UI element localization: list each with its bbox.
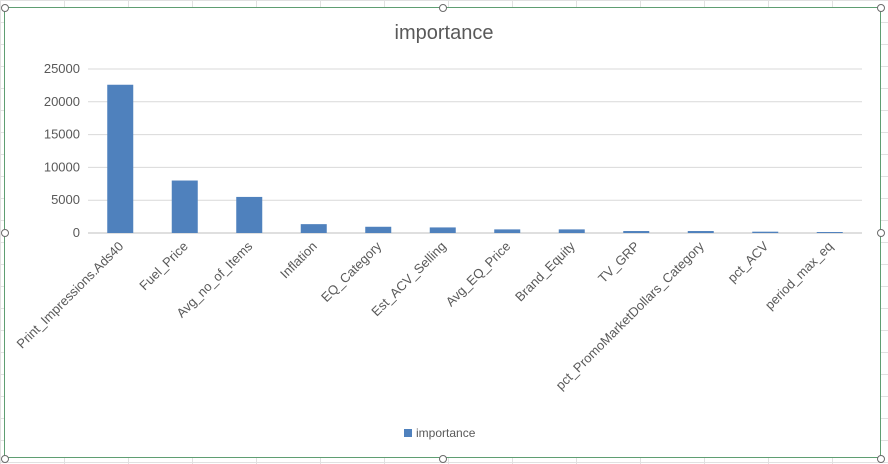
x-tick-label: Avg_EQ_Price — [443, 239, 514, 310]
legend-label: importance — [416, 426, 476, 440]
resize-handle-bottom-left[interactable] — [1, 455, 9, 463]
resize-handle-bottom-middle[interactable] — [439, 455, 447, 463]
bar[interactable] — [107, 84, 134, 233]
bar[interactable] — [558, 229, 585, 233]
x-tick-label: Inflation — [277, 239, 320, 282]
y-tick-label: 0 — [73, 225, 80, 240]
bar[interactable] — [494, 229, 521, 233]
chart-legend[interactable]: importance — [404, 426, 475, 440]
x-tick-label: Brand_Equity — [512, 238, 578, 304]
bar[interactable] — [429, 227, 456, 233]
y-tick-label: 10000 — [44, 159, 80, 174]
bar[interactable] — [171, 180, 198, 233]
x-tick-label: Print_Impressions.Ads40 — [14, 239, 127, 352]
x-tick-label: TV_GRP — [595, 239, 642, 286]
y-tick-label: 15000 — [44, 127, 80, 142]
bar[interactable] — [623, 231, 650, 233]
x-tick-label: period_max_eq — [762, 239, 836, 313]
resize-handle-top-middle[interactable] — [439, 4, 447, 12]
bar[interactable] — [365, 226, 392, 233]
bar[interactable] — [752, 231, 779, 233]
y-tick-label: 5000 — [51, 192, 80, 207]
bar[interactable] — [816, 232, 843, 233]
bar[interactable] — [300, 224, 327, 233]
y-tick-label: 20000 — [44, 94, 80, 109]
y-tick-label: 25000 — [44, 61, 80, 76]
x-tick-label: EQ_Category — [318, 238, 385, 305]
chart-title[interactable]: importance — [394, 22, 494, 44]
x-tick-label: pct_ACV — [724, 238, 771, 285]
resize-handle-middle-left[interactable] — [1, 229, 9, 237]
bar[interactable] — [687, 231, 714, 233]
legend-swatch — [404, 429, 412, 437]
resize-handle-top-right[interactable] — [877, 4, 885, 12]
resize-handle-bottom-right[interactable] — [877, 455, 885, 463]
resize-handle-middle-right[interactable] — [877, 229, 885, 237]
x-tick-label: Fuel_Price — [136, 239, 191, 294]
bar[interactable] — [236, 196, 263, 233]
resize-handle-top-left[interactable] — [1, 4, 9, 12]
